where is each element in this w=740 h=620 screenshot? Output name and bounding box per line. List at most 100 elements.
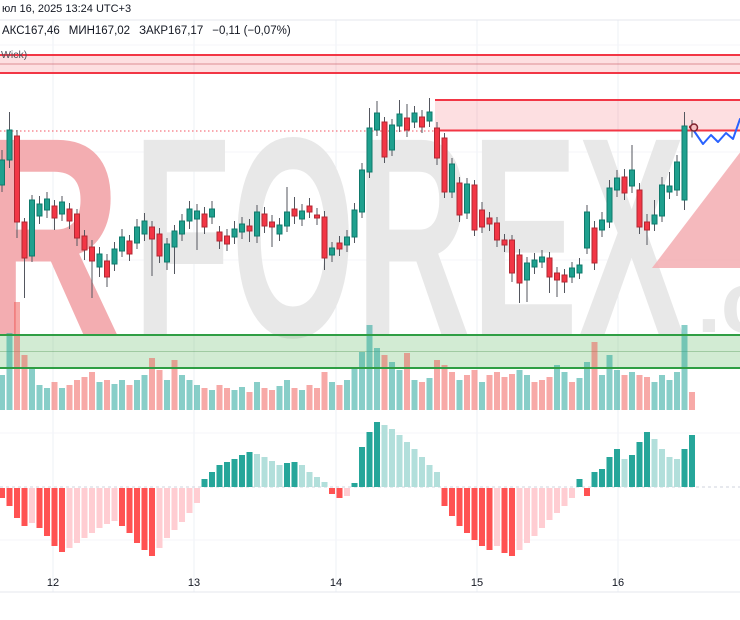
volume-bar <box>261 388 268 410</box>
macd-bar <box>689 435 695 487</box>
candle <box>246 225 253 232</box>
macd-bar <box>29 488 35 523</box>
candle <box>599 219 605 231</box>
volume-bar <box>149 358 155 410</box>
macd-bar <box>381 425 388 487</box>
candle <box>164 243 170 263</box>
watermark-letter-r: R <box>0 79 122 397</box>
volume-bar <box>29 368 35 410</box>
candle <box>389 124 395 151</box>
macd-bar <box>201 479 208 487</box>
volume-bar <box>269 390 275 410</box>
candle <box>576 264 583 274</box>
macd-bar <box>149 488 155 556</box>
candle <box>276 224 283 235</box>
volume-bar <box>59 388 65 410</box>
macd-bar <box>674 459 680 487</box>
macd-bar <box>516 488 523 550</box>
volume-bar <box>321 372 328 410</box>
candle <box>344 236 350 246</box>
candle <box>591 227 598 264</box>
candle <box>21 221 28 259</box>
macd-bar <box>66 488 73 548</box>
candle <box>14 135 20 223</box>
macd-bar <box>186 488 193 513</box>
macd-bar <box>359 447 365 487</box>
volume-bar <box>14 302 20 410</box>
volume-bar <box>441 365 448 410</box>
volume-bar <box>96 382 103 410</box>
wick-zone-label: Wick) <box>1 49 28 61</box>
volume-bar <box>569 382 575 410</box>
candle <box>0 159 5 186</box>
macd-bar <box>651 439 658 487</box>
macd-histogram <box>0 422 695 556</box>
macd-bar <box>591 472 598 487</box>
macd-bar <box>599 469 605 487</box>
macd-bar <box>179 488 185 522</box>
price-projection-line <box>691 118 740 145</box>
candle <box>171 230 178 248</box>
candle <box>666 185 673 193</box>
candle <box>59 201 65 215</box>
volume-bar <box>486 375 493 410</box>
macd-bar <box>531 488 538 536</box>
ohlc-close: ЗАКР167,17 <box>139 25 204 37</box>
macd-bar <box>426 465 433 487</box>
macd-bar <box>321 482 328 487</box>
macd-bar <box>261 457 268 487</box>
macd-bar <box>396 435 403 487</box>
volume-bar <box>606 355 613 410</box>
volume-bar <box>336 385 343 410</box>
volume-bar <box>419 382 425 410</box>
macd-bar <box>351 483 358 487</box>
macd-bar <box>284 463 290 487</box>
macd-bar <box>554 488 560 513</box>
macd-bar <box>644 432 650 487</box>
volume-bar <box>659 375 665 410</box>
candle <box>659 184 665 217</box>
candle <box>584 211 590 249</box>
macd-bar <box>269 461 275 487</box>
volume-bar <box>284 380 290 410</box>
volume-bar <box>186 380 193 410</box>
candle <box>449 163 455 193</box>
macd-bar <box>299 465 305 487</box>
candle <box>134 226 140 244</box>
volume-bar <box>0 375 5 410</box>
volume-bar <box>314 388 320 410</box>
candle <box>516 254 523 284</box>
macd-bar <box>486 488 493 550</box>
macd-bar <box>51 488 58 546</box>
macd-bar <box>456 488 463 526</box>
candle <box>111 248 118 265</box>
candle <box>51 205 58 219</box>
volume-bar <box>599 375 605 410</box>
volume-bar <box>209 390 215 410</box>
chart-datetime: юл 16, 2025 13:24 UTC+3 <box>2 3 132 15</box>
ohlc-high: АКС167,46 <box>2 25 60 37</box>
candle <box>441 137 448 193</box>
macd-bar <box>74 488 80 543</box>
macd-bar <box>216 465 223 487</box>
macd-bar <box>126 488 133 533</box>
volume-bar <box>231 390 238 410</box>
candle <box>374 112 380 131</box>
candle <box>239 223 245 233</box>
macd-bar <box>366 432 373 487</box>
volume-bar <box>674 372 680 410</box>
candle <box>224 235 230 245</box>
candle <box>524 262 530 281</box>
volume-bar <box>254 382 260 410</box>
volume-bar <box>591 342 598 410</box>
volume-bar <box>584 362 590 410</box>
x-axis-label: 14 <box>330 577 342 589</box>
candle <box>329 247 335 256</box>
volume-bar <box>21 355 28 410</box>
macd-bar <box>6 488 13 506</box>
volume-bar <box>381 355 388 410</box>
volume-bar <box>36 385 43 410</box>
macd-bar <box>164 488 170 538</box>
volume-bar <box>66 385 73 410</box>
